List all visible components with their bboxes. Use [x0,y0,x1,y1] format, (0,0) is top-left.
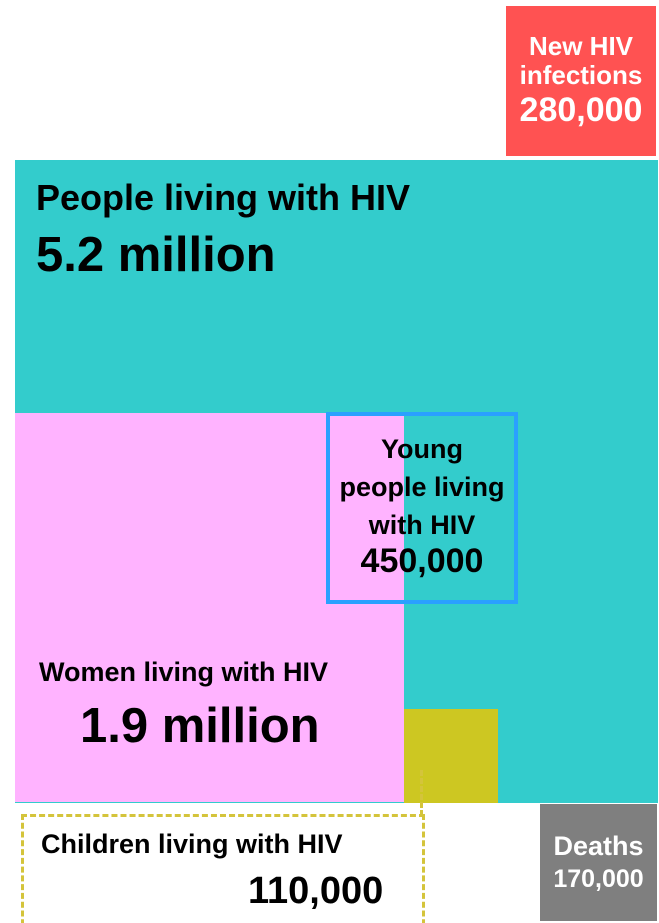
people-living-value: 5.2 million [36,228,276,282]
young-people-box: Young people living with HIV 450,000 [326,412,518,604]
new-infections-box: New HIV infections 280,000 [506,6,656,156]
women-living-box [15,413,404,802]
deaths-label: Deaths [553,831,644,861]
new-infections-label-line2: infections [519,60,643,91]
people-living-label: People living with HIV [36,177,411,218]
women-living-value: 1.9 million [80,699,320,753]
young-people-value: 450,000 [360,541,484,580]
deaths-box: Deaths 170,000 [540,804,657,921]
children-square [404,709,498,803]
children-connector-line [420,770,424,816]
women-living-label: Women living with HIV [39,657,329,687]
deaths-value: 170,000 [553,864,644,893]
children-label: Children living with HIV [41,829,343,859]
children-value: 110,000 [248,870,384,912]
new-infections-value: 280,000 [519,91,643,130]
children-callout-box [21,814,425,923]
young-people-label: Young people living with HIV [339,433,505,541]
new-infections-label-line1: New HIV [528,30,634,61]
